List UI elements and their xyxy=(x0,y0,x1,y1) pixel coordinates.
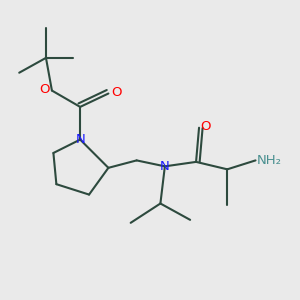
Text: O: O xyxy=(112,85,122,98)
Text: N: N xyxy=(75,133,85,146)
Text: N: N xyxy=(160,160,170,173)
Text: O: O xyxy=(39,82,50,96)
Text: NH₂: NH₂ xyxy=(256,154,281,167)
Text: O: O xyxy=(200,120,211,133)
